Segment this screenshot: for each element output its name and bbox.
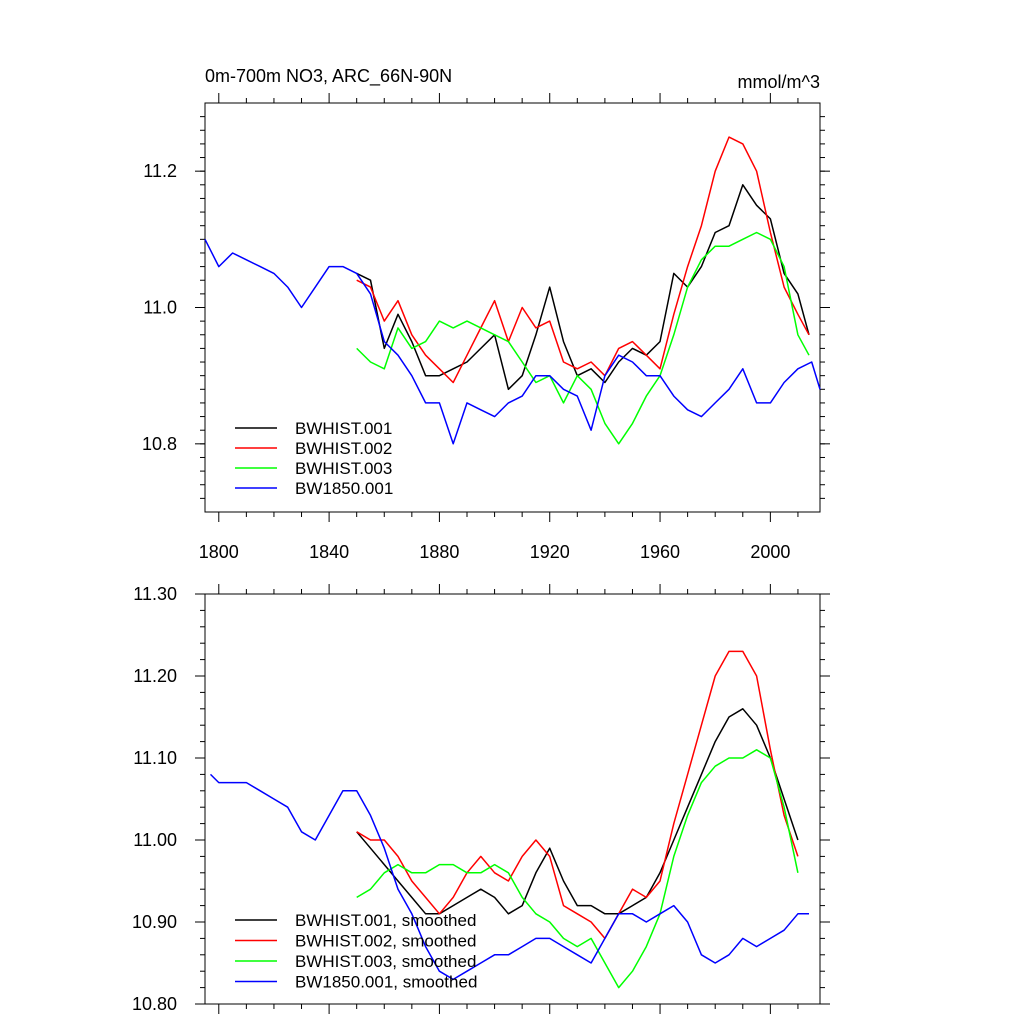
series-line-0	[356, 184, 810, 391]
series-line-1	[356, 136, 810, 384]
legend-label-1: BWHIST.002, smoothed	[295, 932, 476, 951]
legend-label-2: BWHIST.003, smoothed	[295, 952, 476, 971]
top-chart-panel: 0m-700m NO3, ARC_66N-90N mmol/m^3 1800 18…	[142, 66, 830, 562]
series-line-1	[356, 650, 799, 940]
top-chart-title: 0m-700m NO3, ARC_66N-90N	[205, 66, 452, 87]
x-tick-label: 1800	[199, 542, 239, 562]
y-tick-label: 11.2	[143, 161, 177, 181]
bottom-series-group	[209, 650, 809, 989]
y-tick-label: 11.0	[143, 298, 177, 318]
series-line-0	[356, 708, 799, 915]
y-tick-label: 11.20	[133, 666, 177, 686]
series-line-2	[356, 749, 799, 989]
legend-label-2: BWHIST.003	[295, 459, 392, 478]
y-tick-label: 11.30	[133, 584, 177, 604]
legend-label-0: BWHIST.001, smoothed	[295, 911, 476, 930]
y-tick-label: 11.10	[133, 748, 177, 768]
bottom-ticks-group: 10.80 10.90 11.00 11.10 11.20 11.30	[132, 584, 830, 1014]
x-tick-label: 1840	[309, 542, 349, 562]
top-ticks-group: 1800 1840 1880 1920 1960 2000 10.8 11.0 11.2	[142, 93, 830, 562]
bottom-chart-panel: 10.80 10.90 11.00 11.10 11.20 11.30 BWHIST.00…	[132, 584, 830, 1014]
y-tick-label: 11.00	[133, 830, 177, 850]
series-line-3	[209, 773, 809, 981]
x-tick-label: 2000	[750, 542, 790, 562]
top-series-group	[204, 136, 821, 445]
y-tick-label: 10.90	[132, 912, 177, 932]
legend-label-1: BWHIST.002	[295, 439, 392, 458]
series-line-2	[356, 231, 810, 445]
legend-label-3: BW1850.001	[295, 479, 393, 498]
legend-label-0: BWHIST.001	[295, 419, 392, 438]
x-tick-label: 1960	[640, 542, 680, 562]
x-tick-label: 1920	[530, 542, 570, 562]
bottom-legend: BWHIST.001, smoothed BWHIST.002, smoothed…	[235, 911, 477, 992]
y-tick-label: 10.8	[142, 434, 177, 454]
series-line-3	[204, 238, 821, 445]
y-tick-label: 10.80	[132, 994, 177, 1014]
bottom-plot-frame	[204, 593, 821, 1005]
x-tick-label: 1880	[419, 542, 459, 562]
top-chart-units: mmol/m^3	[738, 72, 820, 92]
legend-label-3: BW1850.001, smoothed	[295, 973, 477, 992]
